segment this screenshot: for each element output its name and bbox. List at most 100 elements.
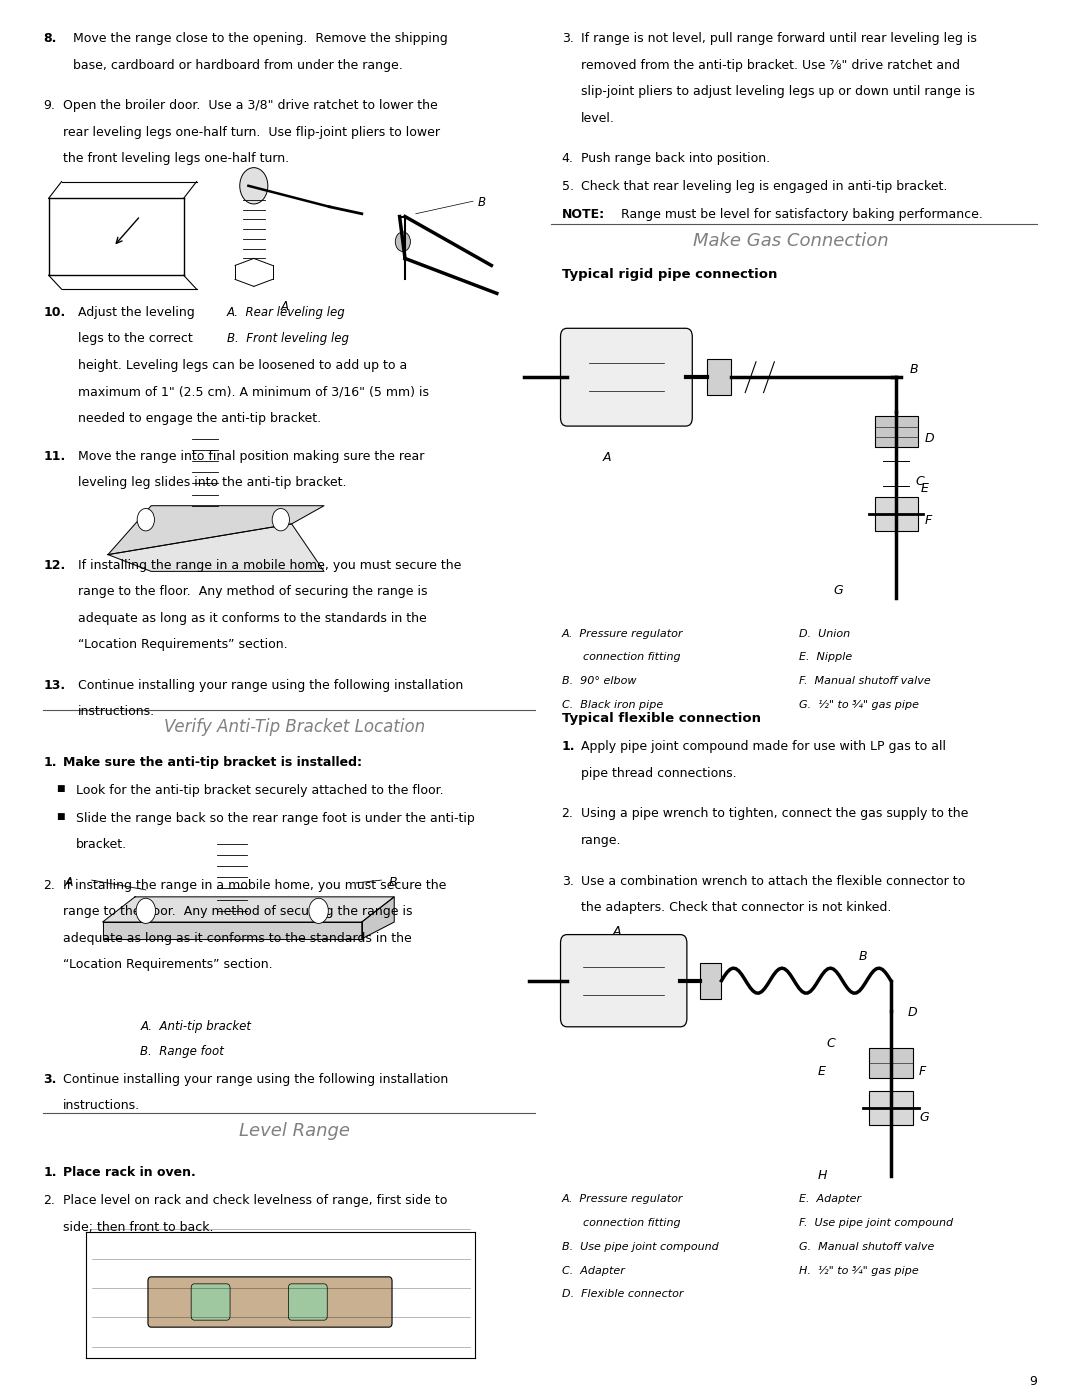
Text: C.  Black iron pipe: C. Black iron pipe	[562, 700, 663, 710]
Text: A: A	[613, 925, 621, 937]
Text: 3.: 3.	[562, 875, 573, 887]
FancyBboxPatch shape	[561, 328, 692, 426]
Text: E.  Nipple: E. Nipple	[799, 652, 852, 662]
Text: G: G	[834, 584, 843, 597]
Text: “Location Requirements” section.: “Location Requirements” section.	[63, 958, 272, 971]
Text: legs to the correct: legs to the correct	[78, 332, 192, 345]
Text: If installing the range in a mobile home, you must secure the: If installing the range in a mobile home…	[63, 879, 446, 891]
Text: 9.: 9.	[43, 99, 55, 112]
Text: slip-joint pliers to adjust leveling legs up or down until range is: slip-joint pliers to adjust leveling leg…	[581, 85, 975, 98]
Text: Use a combination wrench to attach the flexible connector to: Use a combination wrench to attach the f…	[581, 875, 966, 887]
Text: A.  Pressure regulator: A. Pressure regulator	[562, 1194, 684, 1204]
Text: Push range back into position.: Push range back into position.	[581, 152, 770, 165]
Circle shape	[309, 898, 328, 923]
Text: Typical flexible connection: Typical flexible connection	[562, 712, 760, 725]
Text: 13.: 13.	[43, 679, 65, 692]
Text: F: F	[924, 514, 932, 527]
Text: Look for the anti-tip bracket securely attached to the floor.: Look for the anti-tip bracket securely a…	[76, 784, 443, 796]
Text: B.  90° elbow: B. 90° elbow	[562, 676, 636, 686]
Text: adequate as long as it conforms to the standards in the: adequate as long as it conforms to the s…	[63, 932, 411, 944]
Text: A: A	[65, 876, 73, 888]
Text: level.: level.	[581, 112, 615, 124]
Circle shape	[240, 168, 268, 204]
Text: 2.: 2.	[562, 807, 573, 820]
Text: rear leveling legs one-half turn.  Use flip-joint pliers to lower: rear leveling legs one-half turn. Use fl…	[63, 126, 440, 138]
Text: Check that rear leveling leg is engaged in anti-tip bracket.: Check that rear leveling leg is engaged …	[581, 180, 947, 193]
Polygon shape	[103, 922, 362, 939]
Text: the front leveling legs one-half turn.: the front leveling legs one-half turn.	[63, 152, 288, 165]
Bar	[869, 1048, 913, 1078]
Bar	[700, 963, 721, 999]
Text: E: E	[920, 482, 928, 495]
Text: maximum of 1" (2.5 cm). A minimum of 3/16" (5 mm) is: maximum of 1" (2.5 cm). A minimum of 3/1…	[78, 386, 429, 398]
Text: Apply pipe joint compound made for use with LP gas to all: Apply pipe joint compound made for use w…	[581, 740, 946, 753]
Circle shape	[395, 232, 410, 251]
Text: needed to engage the anti-tip bracket.: needed to engage the anti-tip bracket.	[78, 412, 321, 425]
Text: 4.: 4.	[562, 152, 573, 165]
Text: Verify Anti-Tip Bracket Location: Verify Anti-Tip Bracket Location	[164, 718, 424, 736]
Text: A: A	[603, 451, 611, 464]
Text: A.  Anti-tip bracket: A. Anti-tip bracket	[140, 1020, 252, 1032]
FancyBboxPatch shape	[148, 1277, 392, 1327]
Text: B: B	[909, 363, 918, 376]
Text: 3.: 3.	[43, 1073, 56, 1085]
Circle shape	[272, 509, 289, 531]
Text: H: H	[818, 1169, 827, 1182]
Circle shape	[137, 509, 154, 531]
Text: B: B	[859, 950, 867, 963]
Text: side; then front to back.: side; then front to back.	[63, 1221, 213, 1234]
Polygon shape	[103, 897, 394, 922]
Text: A.  Rear leveling leg: A. Rear leveling leg	[227, 306, 346, 319]
Text: Open the broiler door.  Use a 3/8" drive ratchet to lower the: Open the broiler door. Use a 3/8" drive …	[63, 99, 437, 112]
Text: Make Gas Connection: Make Gas Connection	[693, 232, 889, 250]
Text: F.  Manual shutoff valve: F. Manual shutoff valve	[799, 676, 931, 686]
Text: Make sure the anti-tip bracket is installed:: Make sure the anti-tip bracket is instal…	[63, 756, 362, 768]
Text: If installing the range in a mobile home, you must secure the: If installing the range in a mobile home…	[78, 559, 461, 571]
Text: C: C	[916, 475, 924, 488]
Text: Slide the range back so the rear range foot is under the anti-tip: Slide the range back so the rear range f…	[76, 812, 474, 824]
FancyBboxPatch shape	[288, 1284, 327, 1320]
Text: 10.: 10.	[43, 306, 66, 319]
Text: E: E	[818, 1065, 825, 1077]
Text: “Location Requirements” section.: “Location Requirements” section.	[78, 638, 287, 651]
Text: Level Range: Level Range	[239, 1122, 350, 1140]
Text: D.  Union: D. Union	[799, 629, 850, 638]
Text: 8.: 8.	[43, 32, 56, 45]
Text: 11.: 11.	[43, 450, 66, 462]
FancyBboxPatch shape	[561, 935, 687, 1027]
Text: the adapters. Check that connector is not kinked.: the adapters. Check that connector is no…	[581, 901, 891, 914]
Text: instructions.: instructions.	[63, 1099, 139, 1112]
Text: range to the floor.  Any method of securing the range is: range to the floor. Any method of securi…	[63, 905, 413, 918]
Text: range.: range.	[581, 834, 622, 847]
Polygon shape	[362, 897, 394, 939]
Text: A: A	[281, 300, 288, 313]
Text: Move the range into final position making sure the rear: Move the range into final position makin…	[78, 450, 424, 462]
Text: H.  ½" to ¾" gas pipe: H. ½" to ¾" gas pipe	[799, 1266, 919, 1275]
Text: base, cardboard or hardboard from under the range.: base, cardboard or hardboard from under …	[73, 59, 403, 71]
Text: leveling leg slides into the anti-tip bracket.: leveling leg slides into the anti-tip br…	[78, 476, 347, 489]
Bar	[875, 416, 918, 447]
FancyBboxPatch shape	[191, 1284, 230, 1320]
Text: connection fitting: connection fitting	[583, 652, 680, 662]
Text: NOTE:: NOTE:	[562, 208, 605, 221]
Text: Place level on rack and check levelness of range, first side to: Place level on rack and check levelness …	[63, 1194, 447, 1207]
Bar	[707, 359, 731, 395]
Text: D: D	[924, 432, 934, 444]
Text: G.  ½" to ¾" gas pipe: G. ½" to ¾" gas pipe	[799, 700, 919, 710]
Text: 2.: 2.	[43, 879, 55, 891]
Text: B: B	[389, 876, 397, 888]
Bar	[875, 497, 918, 531]
Text: F: F	[919, 1065, 927, 1077]
Text: adequate as long as it conforms to the standards in the: adequate as long as it conforms to the s…	[78, 612, 427, 624]
Text: B.  Use pipe joint compound: B. Use pipe joint compound	[562, 1242, 718, 1252]
Text: If range is not level, pull range forward until rear leveling leg is: If range is not level, pull range forwar…	[581, 32, 977, 45]
Polygon shape	[108, 524, 324, 571]
Text: G: G	[919, 1111, 929, 1123]
Text: Move the range close to the opening.  Remove the shipping: Move the range close to the opening. Rem…	[73, 32, 448, 45]
Text: 1.: 1.	[43, 1166, 57, 1179]
Text: D: D	[907, 1006, 917, 1018]
Text: 9: 9	[1029, 1375, 1037, 1387]
Text: 5.: 5.	[562, 180, 573, 193]
Text: A.  Pressure regulator: A. Pressure regulator	[562, 629, 684, 638]
Text: 12.: 12.	[43, 559, 66, 571]
